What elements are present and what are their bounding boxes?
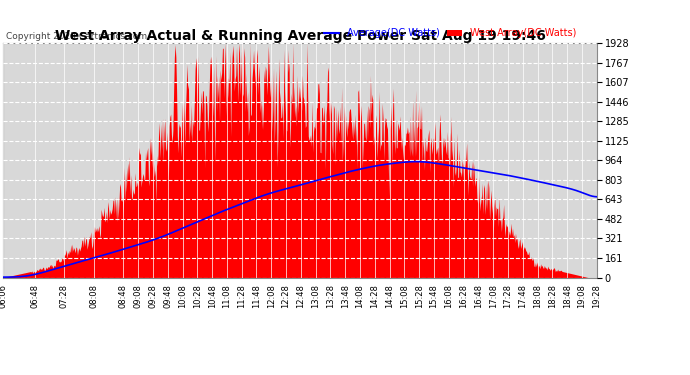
Title: West Array Actual & Running Average Power Sat Aug 19 19:46: West Array Actual & Running Average Powe…: [55, 29, 546, 44]
Text: Copyright 2023 Cartronics.com: Copyright 2023 Cartronics.com: [6, 32, 148, 41]
Legend: Average(DC Watts), West Array(DC Watts): Average(DC Watts), West Array(DC Watts): [321, 24, 580, 42]
